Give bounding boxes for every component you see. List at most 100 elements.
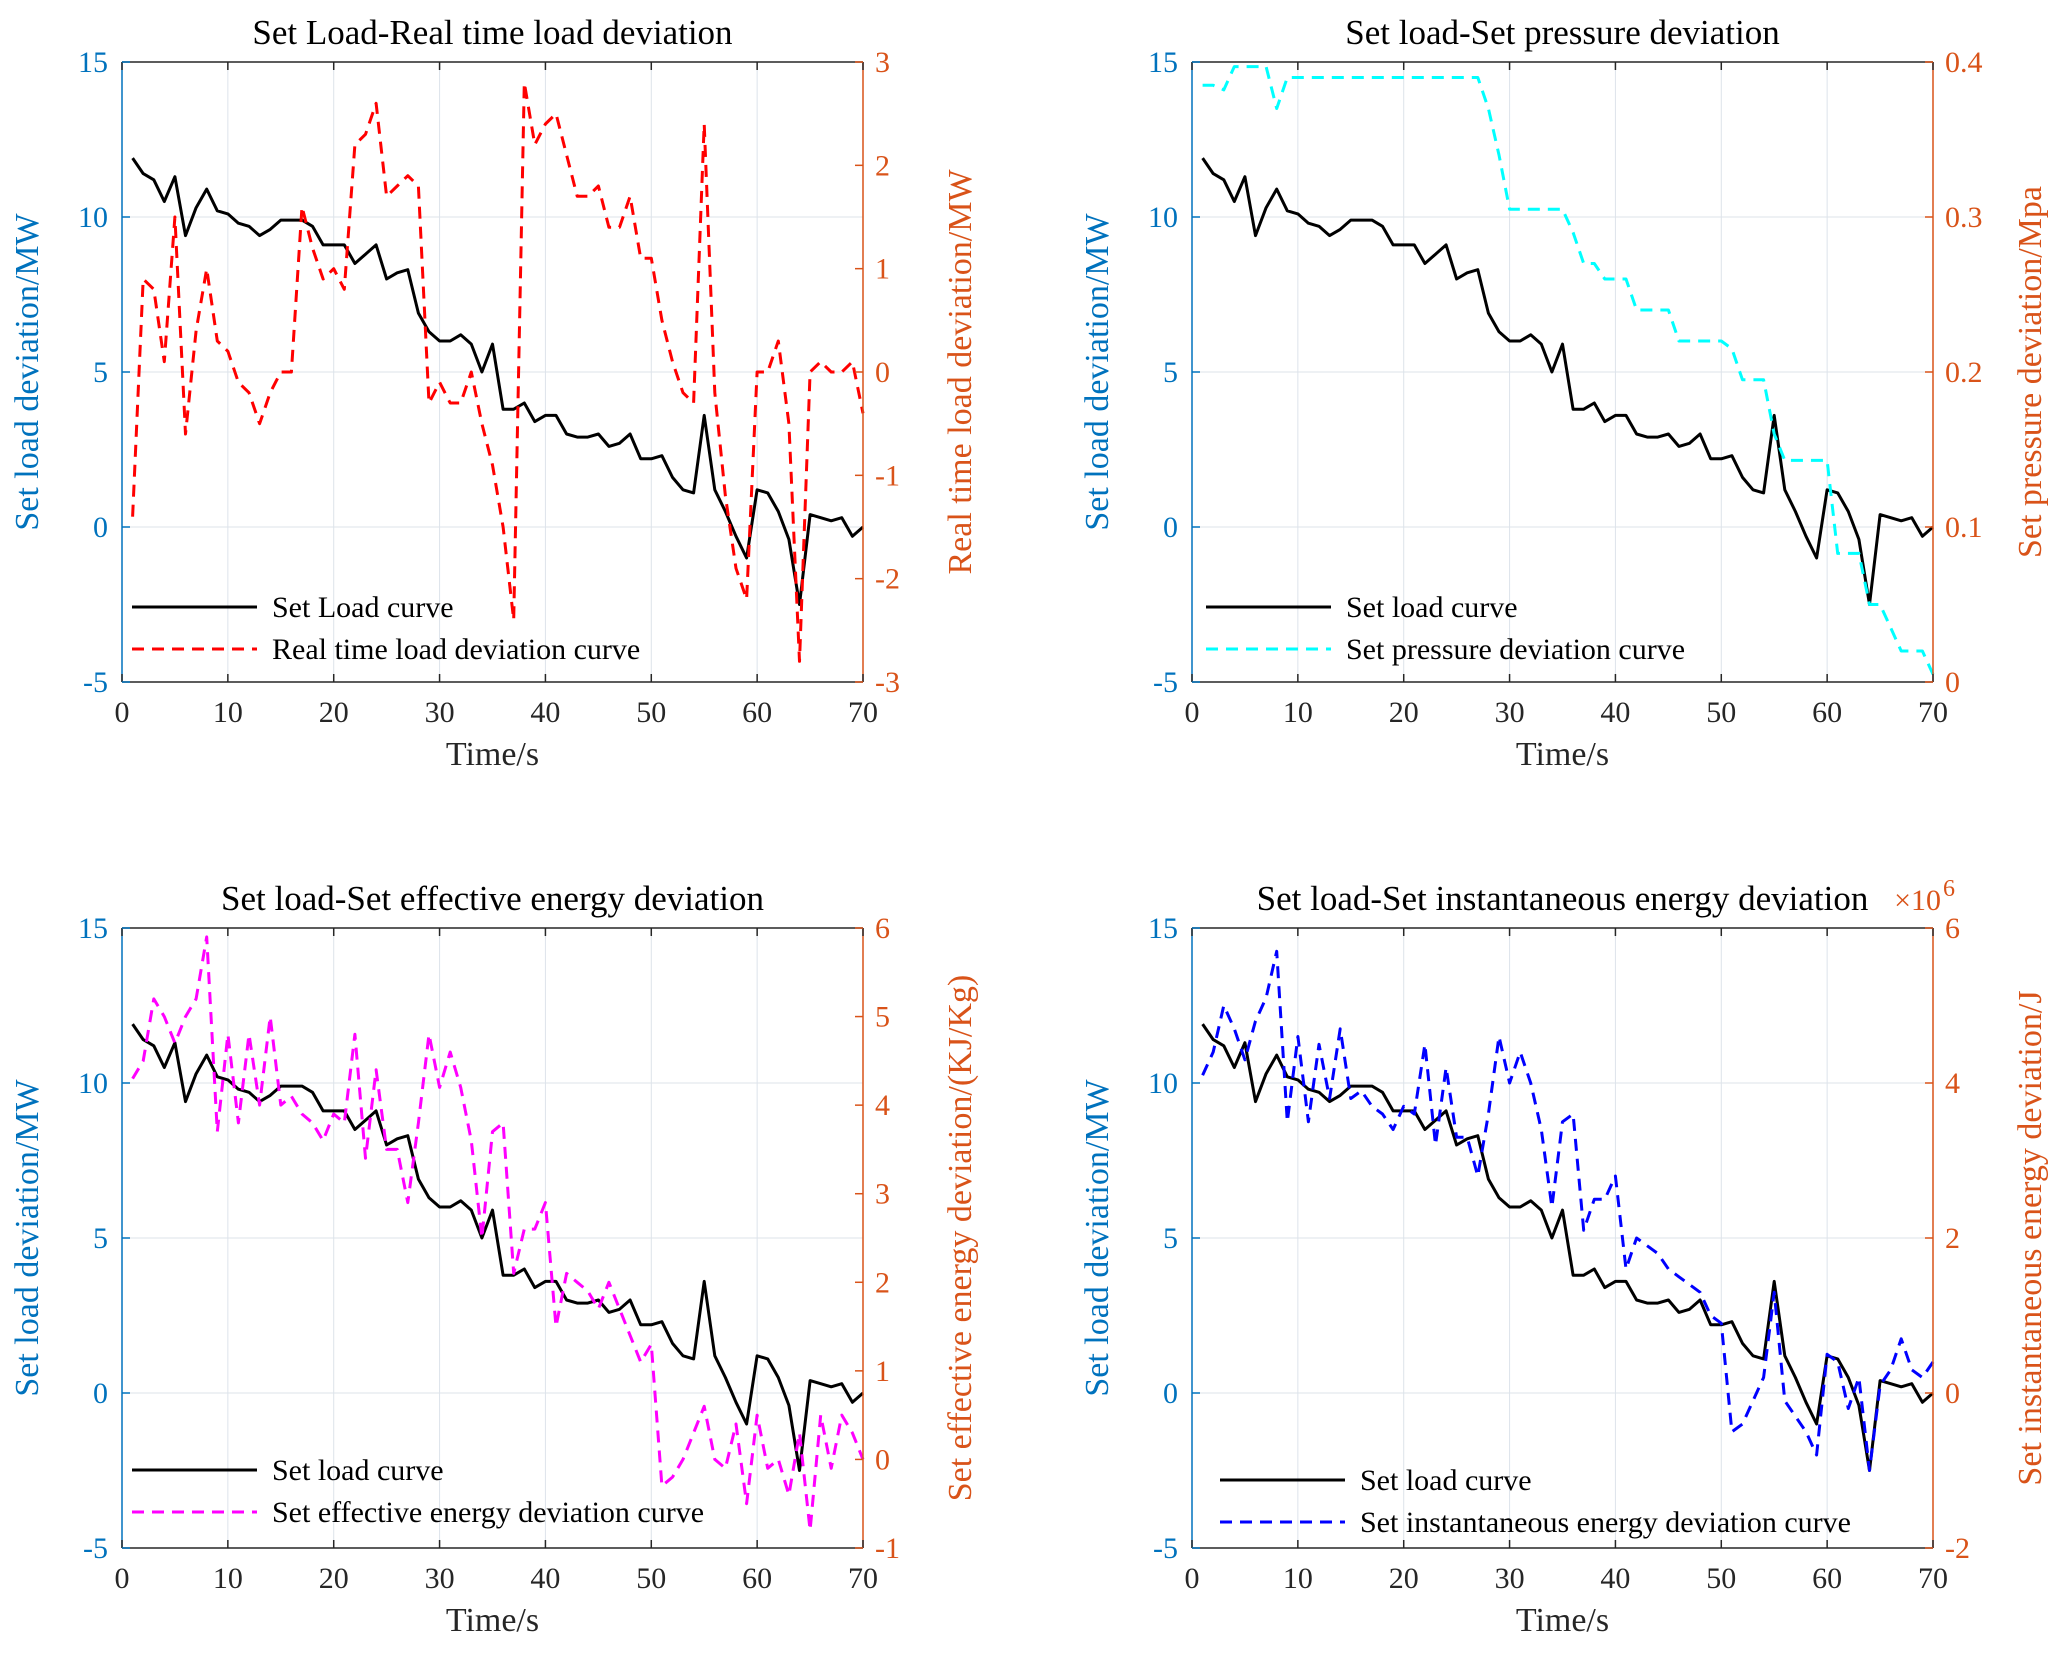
right-y-tick-label: 6 (875, 912, 890, 945)
x-tick-label: 30 (425, 1562, 455, 1595)
x-tick-label: 40 (530, 1562, 560, 1595)
legend-label: Real time load deviation curve (272, 633, 640, 666)
x-tick-label: 10 (1283, 696, 1313, 729)
x-tick-label: 70 (1918, 696, 1948, 729)
x-axis-label: Time/s (446, 1602, 539, 1639)
legend-label: Set load curve (272, 1454, 444, 1487)
x-tick-label: 20 (1389, 1562, 1419, 1595)
x-tick-label: 50 (1706, 1562, 1736, 1595)
x-tick-label: 20 (319, 1562, 349, 1595)
x-tick-label: 0 (1185, 1562, 1200, 1595)
legend-label: Set effective energy deviation curve (272, 1496, 704, 1529)
left-y-tick-label: 10 (1148, 1067, 1178, 1100)
left-y-tick-label: 10 (1148, 201, 1178, 234)
right-y-tick-label: 5 (875, 1001, 890, 1034)
right-y-axis-label: Set pressure deviation/Mpa (2012, 186, 2049, 558)
series-line-deviation (1201, 949, 1935, 1472)
right-y-tick-label: 2 (875, 149, 890, 182)
x-tick-label: 60 (742, 1562, 772, 1595)
left-y-axis-label: Set load deviation/MW (1079, 1078, 1116, 1396)
series-line-set-load (131, 1023, 864, 1472)
right-y-tick-label: 3 (875, 46, 890, 79)
x-tick-label: 40 (530, 696, 560, 729)
legend-label: Set instantaneous energy deviation curve (1360, 1506, 1851, 1539)
right-y-tick-label: 1 (875, 1355, 890, 1388)
chart-title: Set load-Set instantaneous energy deviat… (1257, 879, 1869, 918)
right-y-axis-label: Set instantaneous energy deviation/J (2012, 990, 2049, 1485)
left-y-tick-label: 5 (1163, 1222, 1178, 1255)
x-tick-label: 70 (848, 1562, 878, 1595)
x-tick-label: 40 (1600, 1562, 1630, 1595)
right-y-tick-label: 0 (1945, 1377, 1960, 1410)
x-tick-label: 60 (1812, 696, 1842, 729)
right-y-tick-label: -2 (875, 563, 900, 596)
left-y-tick-label: 5 (93, 356, 108, 389)
right-y-tick-label: 0.1 (1945, 511, 1983, 544)
x-tick-label: 20 (1389, 696, 1419, 729)
left-y-tick-label: 15 (78, 46, 108, 79)
right-y-tick-label: 0.4 (1945, 46, 1983, 79)
right-axis-exponent: ×10 (1894, 884, 1941, 917)
x-tick-label: 40 (1600, 696, 1630, 729)
x-axis-label: Time/s (1516, 1602, 1609, 1639)
chart-panel-2: 0 10 20 30 40 50 60 70-505101500.10.20.30.4Set … (1079, 13, 2049, 773)
right-axis-exponent-power: 6 (1943, 876, 1955, 902)
right-y-tick-label: 2 (875, 1266, 890, 1299)
x-tick-label: 10 (213, 1562, 243, 1595)
left-y-tick-label: 0 (93, 511, 108, 544)
left-y-tick-label: 5 (93, 1222, 108, 1255)
series-line-set-load (1201, 1023, 1934, 1472)
right-y-tick-label: 4 (1945, 1067, 1960, 1100)
left-y-tick-label: 5 (1163, 356, 1178, 389)
series-line-deviation (1202, 65, 1935, 675)
x-tick-label: 0 (115, 1562, 130, 1595)
left-y-tick-label: 15 (1148, 912, 1178, 945)
legend-label: Set Load curve (272, 591, 454, 624)
legend: Set Load curve Real time load deviation c… (132, 591, 640, 666)
x-tick-label: 50 (1706, 696, 1736, 729)
x-tick-label: 60 (742, 696, 772, 729)
x-tick-label: 0 (115, 696, 130, 729)
x-tick-label: 30 (1495, 1562, 1525, 1595)
x-tick-label: 10 (213, 696, 243, 729)
left-y-axis-label: Set load deviation/MW (9, 1078, 46, 1396)
right-y-tick-label: 0.3 (1945, 201, 1983, 234)
left-y-tick-label: 15 (1148, 46, 1178, 79)
x-tick-label: 50 (636, 1562, 666, 1595)
right-y-tick-label: 0 (1945, 666, 1960, 699)
chart-title: Set load-Set pressure deviation (1345, 13, 1779, 52)
right-y-tick-label: 0.2 (1945, 356, 1983, 389)
left-y-tick-label: 10 (78, 1067, 108, 1100)
right-y-tick-label: -1 (875, 459, 900, 492)
x-tick-label: 30 (425, 696, 455, 729)
x-tick-label: 20 (319, 696, 349, 729)
right-y-tick-label: -2 (1945, 1532, 1970, 1565)
right-y-axis-label: Real time load deviation/MW (942, 169, 979, 575)
left-y-tick-label: -5 (1153, 1532, 1178, 1565)
x-tick-label: 70 (1918, 1562, 1948, 1595)
left-y-tick-label: 15 (78, 912, 108, 945)
legend-label: Set load curve (1360, 1464, 1532, 1497)
right-y-tick-label: 4 (875, 1089, 890, 1122)
series-line-deviation (131, 935, 865, 1532)
right-y-tick-label: -3 (875, 666, 900, 699)
x-tick-label: 70 (848, 696, 878, 729)
x-axis-label: Time/s (1516, 736, 1609, 773)
left-y-tick-label: 10 (78, 201, 108, 234)
series-line-set-load (131, 157, 864, 606)
chart-title: Set Load-Real time load deviation (252, 13, 732, 52)
left-y-tick-label: 0 (1163, 1377, 1178, 1410)
series-line-deviation (131, 81, 865, 663)
left-y-tick-label: -5 (1153, 666, 1178, 699)
left-y-tick-label: 0 (93, 1377, 108, 1410)
legend-label: Set pressure deviation curve (1346, 633, 1685, 666)
left-y-tick-label: 0 (1163, 511, 1178, 544)
right-y-tick-label: 6 (1945, 912, 1960, 945)
x-tick-label: 30 (1495, 696, 1525, 729)
left-y-tick-label: -5 (83, 666, 108, 699)
x-tick-label: 10 (1283, 1562, 1313, 1595)
x-tick-label: 0 (1185, 696, 1200, 729)
right-y-tick-label: -1 (875, 1532, 900, 1565)
